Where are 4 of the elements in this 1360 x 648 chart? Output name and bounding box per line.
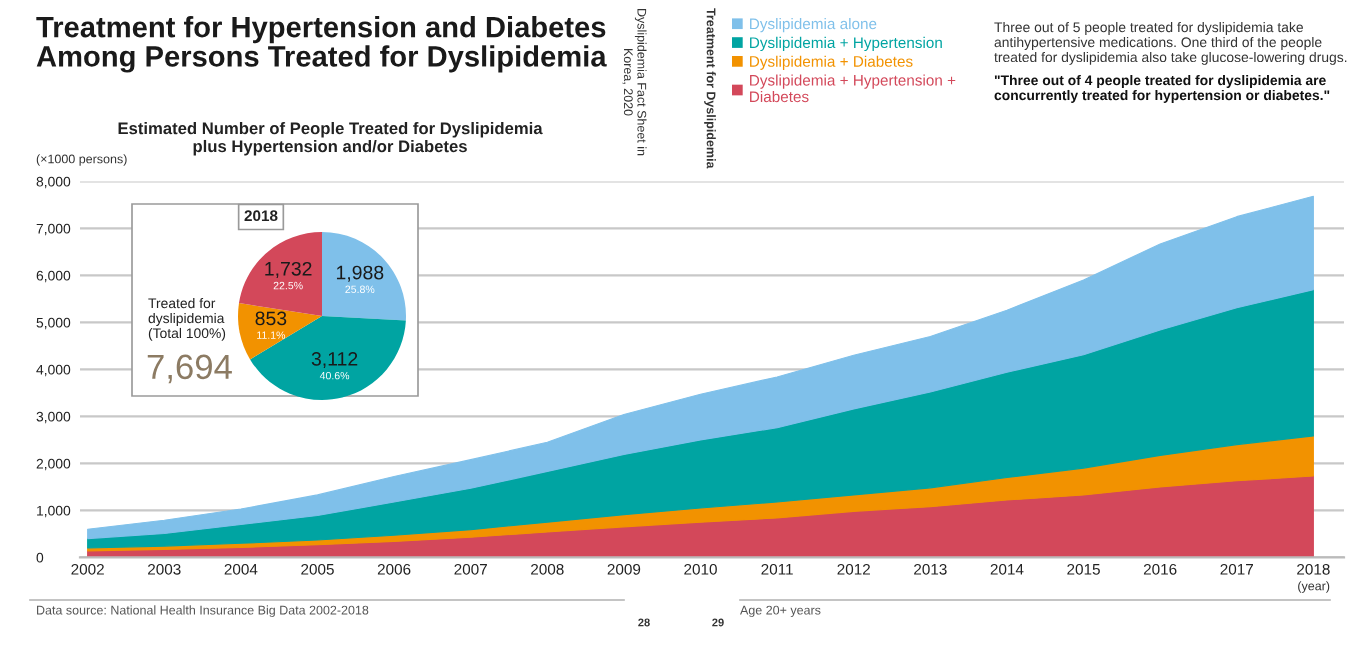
chart-subtitle: Estimated Number of People Treated for Dyslipidemia plus Hypertension and/or Diabetes <box>118 122 543 156</box>
annotation: 7,694 <box>147 354 232 384</box>
pie-slice <box>322 232 406 321</box>
chart-title: Treatment for Hypertension and Diabetes Among Persons Treated for Dyslipidemia <box>36 16 607 73</box>
